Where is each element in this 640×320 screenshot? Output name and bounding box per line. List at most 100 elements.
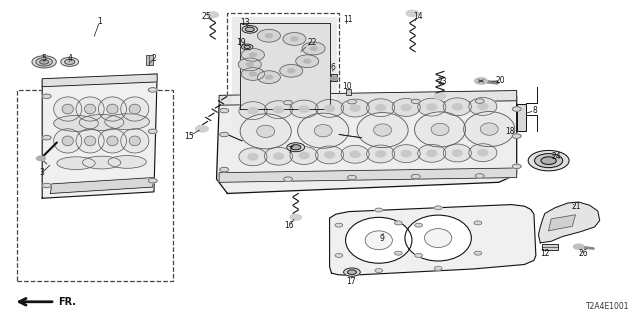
Circle shape xyxy=(40,60,49,64)
Circle shape xyxy=(61,57,79,66)
Ellipse shape xyxy=(280,64,303,77)
Text: 1: 1 xyxy=(97,17,102,26)
Ellipse shape xyxy=(401,104,411,110)
Text: 3: 3 xyxy=(40,168,45,177)
Circle shape xyxy=(241,44,253,50)
Polygon shape xyxy=(548,215,575,231)
Circle shape xyxy=(36,58,52,66)
Circle shape xyxy=(32,56,56,68)
Circle shape xyxy=(335,253,343,257)
Circle shape xyxy=(475,174,484,178)
Ellipse shape xyxy=(324,152,335,158)
Ellipse shape xyxy=(257,71,280,84)
Text: 20: 20 xyxy=(495,76,505,85)
Ellipse shape xyxy=(108,156,147,168)
Ellipse shape xyxy=(290,100,318,118)
Text: 7: 7 xyxy=(287,146,292,155)
Circle shape xyxy=(348,270,356,274)
Ellipse shape xyxy=(392,145,420,163)
Ellipse shape xyxy=(283,33,306,45)
Circle shape xyxy=(435,267,442,270)
Circle shape xyxy=(375,208,383,212)
Ellipse shape xyxy=(341,145,369,163)
Polygon shape xyxy=(219,91,516,105)
Ellipse shape xyxy=(415,112,466,147)
Circle shape xyxy=(42,94,51,99)
Circle shape xyxy=(375,269,383,272)
Circle shape xyxy=(474,221,482,225)
Ellipse shape xyxy=(427,150,436,156)
Ellipse shape xyxy=(357,113,408,148)
Ellipse shape xyxy=(99,129,127,153)
Ellipse shape xyxy=(427,104,436,110)
Ellipse shape xyxy=(246,62,253,66)
Circle shape xyxy=(36,156,45,161)
Circle shape xyxy=(415,253,422,257)
Ellipse shape xyxy=(310,47,317,50)
Circle shape xyxy=(220,108,228,113)
Polygon shape xyxy=(216,92,516,194)
Ellipse shape xyxy=(367,145,395,163)
Text: 24: 24 xyxy=(552,152,561,161)
Ellipse shape xyxy=(392,99,420,116)
Ellipse shape xyxy=(121,129,149,153)
Circle shape xyxy=(406,10,419,17)
Bar xyxy=(541,244,557,250)
Polygon shape xyxy=(42,74,157,198)
Ellipse shape xyxy=(316,100,344,117)
Text: 19: 19 xyxy=(237,38,246,47)
Ellipse shape xyxy=(350,105,360,111)
Circle shape xyxy=(207,12,218,18)
Ellipse shape xyxy=(107,136,118,146)
Ellipse shape xyxy=(401,150,411,157)
Ellipse shape xyxy=(464,112,515,147)
Ellipse shape xyxy=(79,115,124,130)
Circle shape xyxy=(394,251,402,255)
Ellipse shape xyxy=(62,104,74,114)
Ellipse shape xyxy=(367,99,395,117)
Ellipse shape xyxy=(239,102,267,120)
Bar xyxy=(227,13,339,134)
Circle shape xyxy=(148,129,157,133)
Ellipse shape xyxy=(296,55,319,68)
Ellipse shape xyxy=(62,136,74,146)
Ellipse shape xyxy=(418,144,446,162)
Polygon shape xyxy=(219,168,516,182)
Bar xyxy=(17,90,173,281)
Text: FR.: FR. xyxy=(58,297,76,307)
Text: 22: 22 xyxy=(308,38,317,47)
Ellipse shape xyxy=(273,153,284,159)
Text: 15: 15 xyxy=(184,132,194,140)
Ellipse shape xyxy=(54,97,82,121)
Ellipse shape xyxy=(350,151,360,157)
Ellipse shape xyxy=(99,97,127,121)
Ellipse shape xyxy=(316,146,344,164)
Ellipse shape xyxy=(424,229,452,247)
Text: 16: 16 xyxy=(285,221,294,230)
Circle shape xyxy=(335,223,343,227)
Polygon shape xyxy=(51,178,154,194)
Circle shape xyxy=(284,177,292,181)
Ellipse shape xyxy=(324,105,335,111)
Ellipse shape xyxy=(304,59,310,63)
Ellipse shape xyxy=(444,98,471,116)
Ellipse shape xyxy=(299,152,309,159)
Text: 10: 10 xyxy=(342,82,352,91)
Polygon shape xyxy=(240,23,330,109)
Ellipse shape xyxy=(376,151,385,157)
Text: 17: 17 xyxy=(346,276,355,285)
Ellipse shape xyxy=(346,217,412,263)
Text: 21: 21 xyxy=(572,202,582,211)
Polygon shape xyxy=(232,17,336,126)
Ellipse shape xyxy=(314,124,332,137)
Ellipse shape xyxy=(444,144,471,162)
Ellipse shape xyxy=(105,114,150,130)
Circle shape xyxy=(412,174,420,179)
Circle shape xyxy=(474,78,487,84)
Bar xyxy=(147,55,153,65)
Polygon shape xyxy=(538,202,600,243)
Circle shape xyxy=(284,100,292,105)
Ellipse shape xyxy=(129,136,140,146)
Circle shape xyxy=(291,145,301,150)
Ellipse shape xyxy=(257,29,280,42)
